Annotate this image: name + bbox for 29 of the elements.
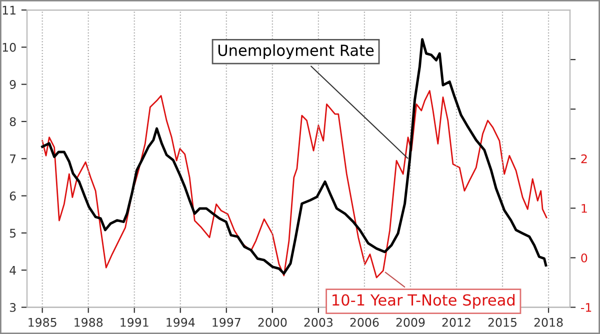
x-tick-label: 2003: [304, 318, 333, 327]
x-tick-label: 2015: [488, 318, 516, 327]
x-tick-label: 1991: [120, 318, 148, 327]
x-tick-label: 1985: [28, 318, 56, 327]
y-tick-label: 7: [10, 154, 16, 164]
y-tick-label: 5: [10, 228, 16, 238]
text: 10-1 Year T-Note Spread: [332, 294, 514, 309]
y-tick-label: 6: [10, 192, 16, 200]
y-tick-label: 8: [10, 117, 16, 126]
line-series: [41, 38, 548, 275]
x-tick-label: 2018: [534, 318, 563, 327]
x-tick-label: 2000: [258, 318, 287, 327]
y2-tick-label: -1: [580, 303, 592, 312]
text: Unemployment Rate: [218, 44, 374, 60]
y-tick-label: 11: [2, 6, 16, 15]
x-tick-label: 1997: [212, 318, 240, 327]
x-tick-label: 2009: [396, 318, 425, 327]
y-tick-label: 3: [10, 303, 16, 312]
y-tick-label: 4: [10, 266, 16, 275]
x-tick-label: 2006: [350, 318, 379, 327]
x-tick-label: 1988: [74, 318, 103, 327]
x-tick-label: 2012: [442, 318, 470, 327]
y2-tick-label: 0: [581, 253, 588, 262]
y-tick-label: 10: [2, 42, 16, 52]
y2-tick-label: 1: [582, 204, 587, 213]
x-tick-label: 1994: [166, 318, 195, 327]
y-tick-label: 9: [10, 80, 16, 89]
y2-tick-label: 2: [581, 154, 587, 164]
line-series: [42, 90, 548, 278]
